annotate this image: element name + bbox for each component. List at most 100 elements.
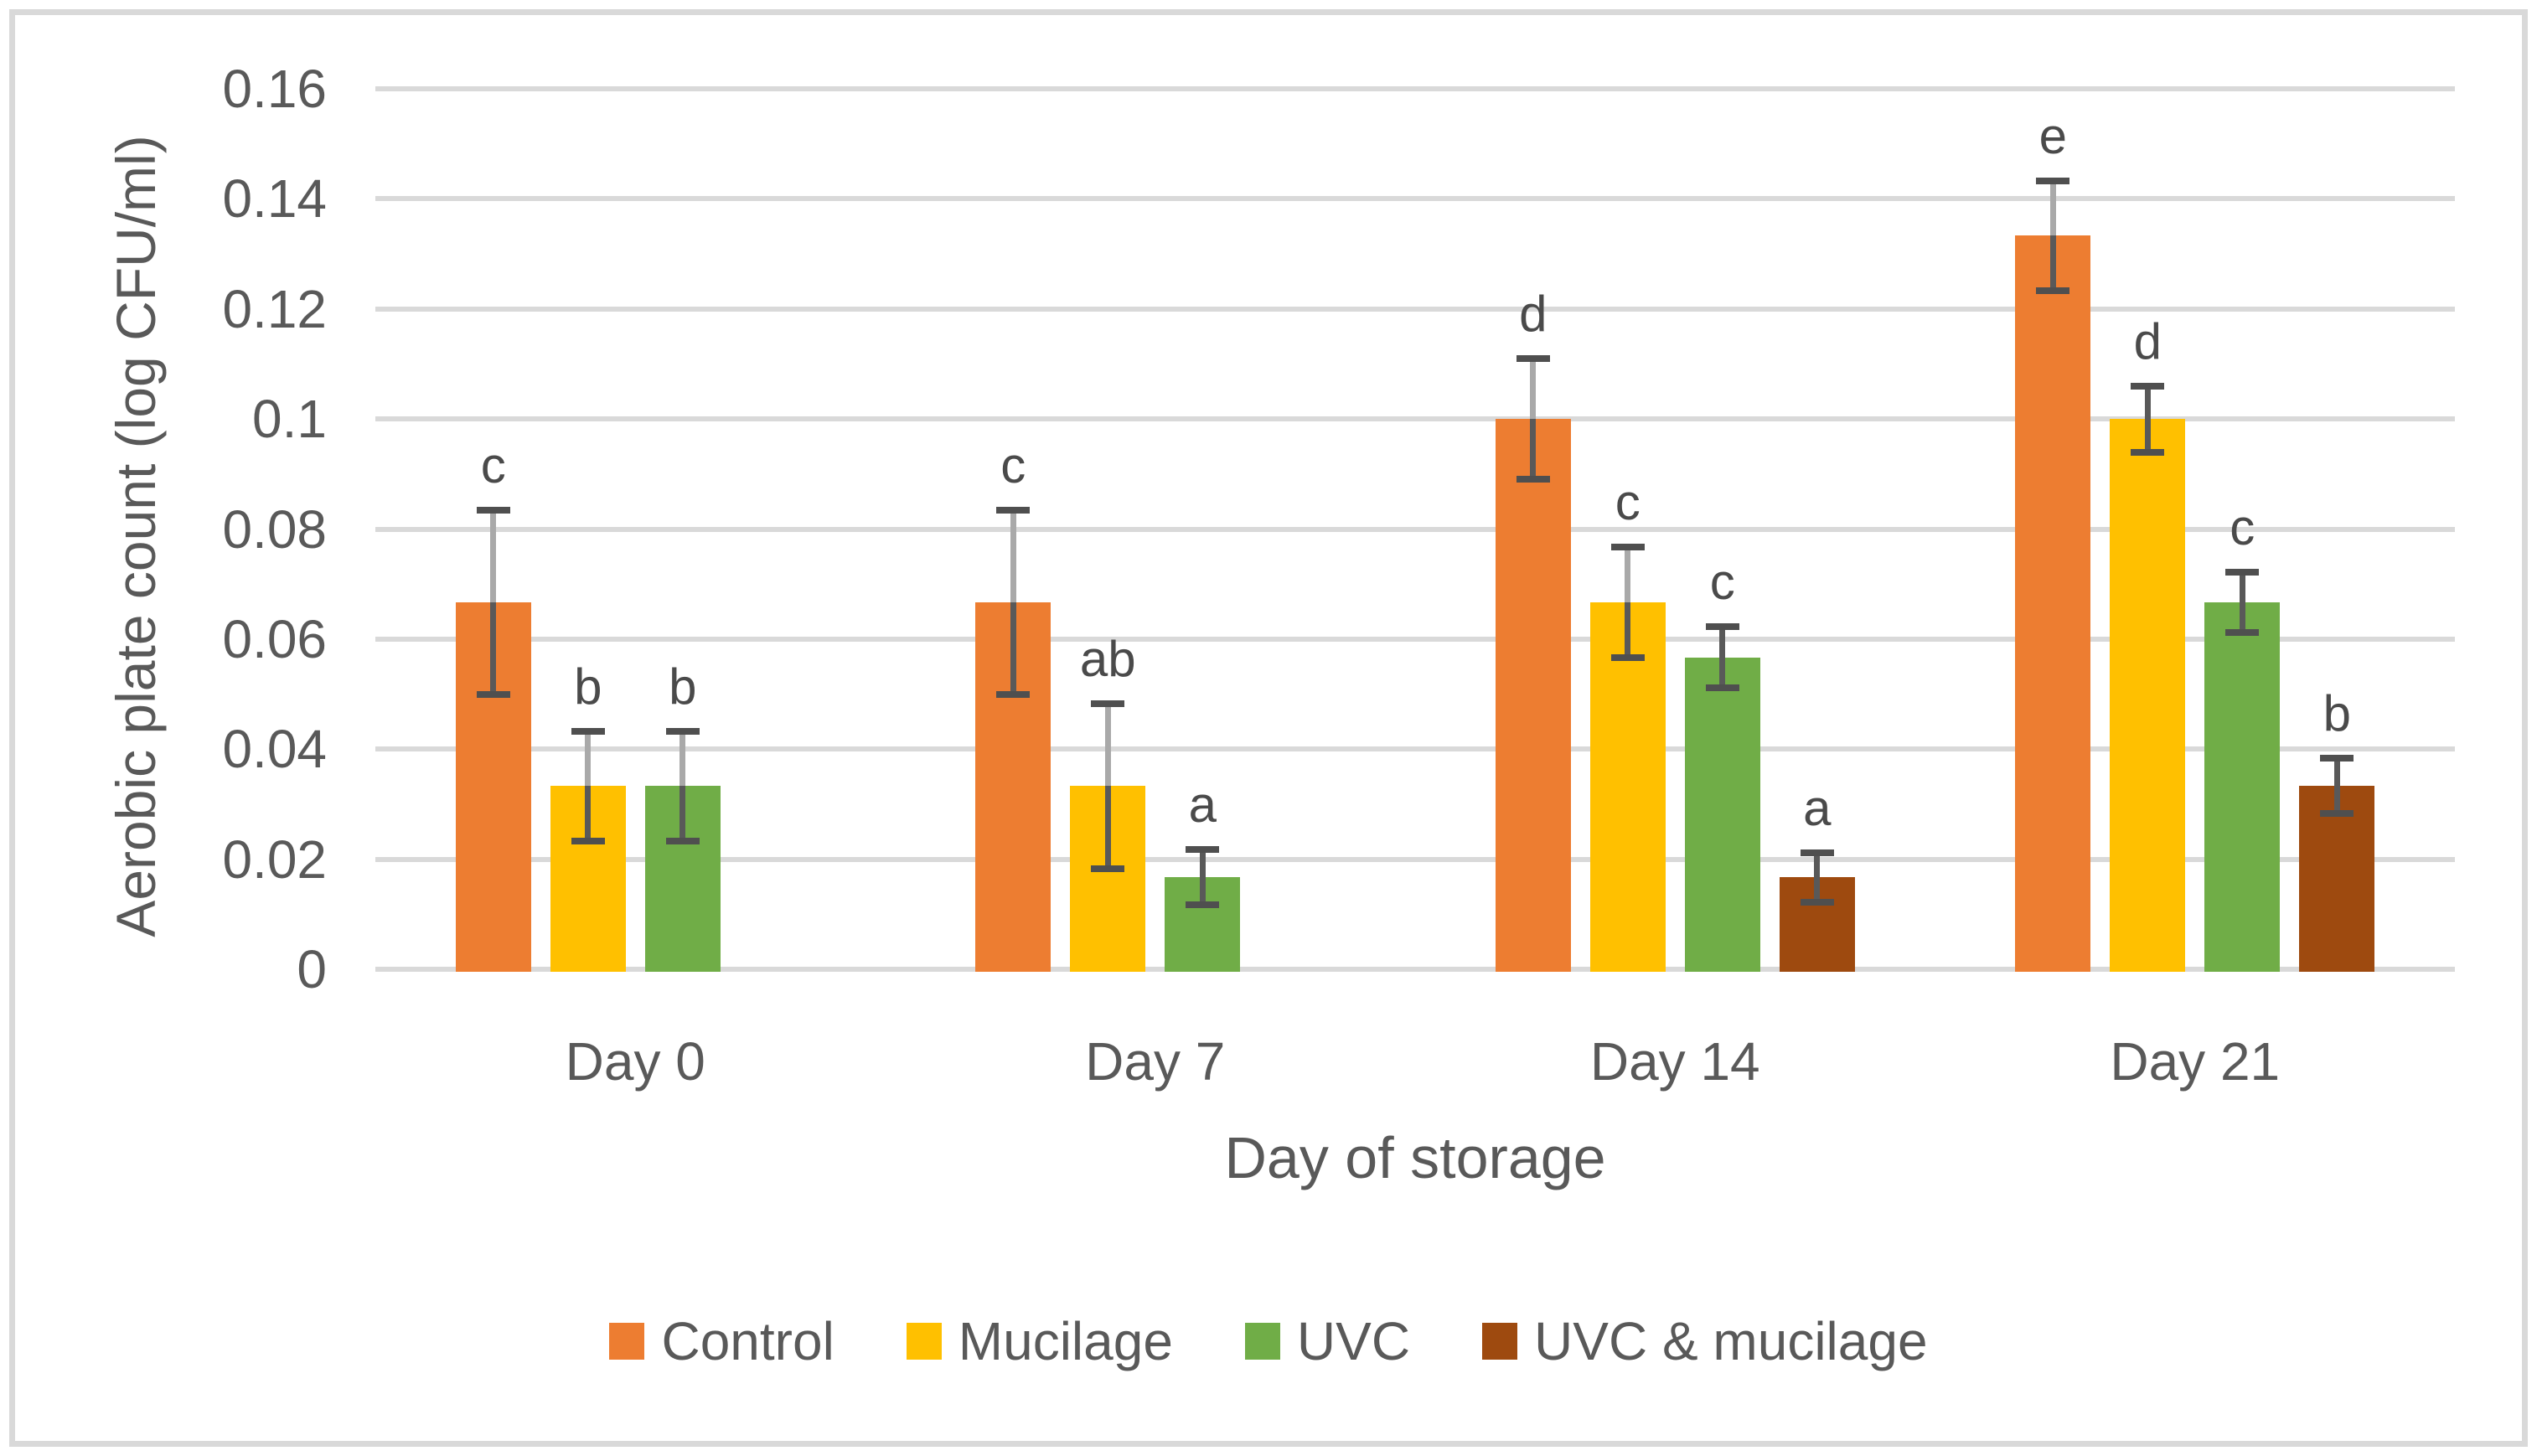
error-bar-cap [1091, 865, 1125, 872]
significance-letter: d [1519, 285, 1548, 342]
error-bar-cap [665, 727, 700, 735]
significance-letter: c [1000, 437, 1026, 494]
error-bar-stem [1625, 602, 1631, 658]
legend-item: Control [609, 1312, 834, 1371]
error-bar-cap [2131, 448, 2165, 456]
legend-label: UVC & mucilage [1534, 1311, 1928, 1371]
error-bar-stem [585, 786, 592, 841]
y-tick-label: 0.06 [222, 608, 327, 669]
bar [2015, 235, 2091, 972]
error-bar-cap [2320, 755, 2354, 762]
error-bar-cap [476, 690, 510, 698]
y-gridline [375, 196, 2455, 202]
y-tick-label: 0.1 [252, 389, 327, 450]
x-axis-title: Day of storage [1224, 1125, 1606, 1190]
error-bar-stem [2333, 758, 2340, 787]
error-bar-cap [1091, 700, 1125, 707]
x-tick-label: Day 21 [2110, 1031, 2281, 1092]
error-bar-stem [1814, 852, 1821, 878]
error-bar-stem [1010, 510, 1016, 602]
error-bar-cap [1516, 476, 1550, 483]
y-tick-label: 0.12 [222, 278, 327, 339]
legend-label: Mucilage [958, 1311, 1173, 1371]
error-bar-stem [1719, 657, 1726, 688]
significance-letter: d [2133, 312, 2162, 369]
error-bar-stem [2239, 571, 2245, 602]
error-bar-cap [476, 507, 510, 514]
y-tick-label: 0.08 [222, 498, 327, 560]
bar [2110, 419, 2186, 972]
y-tick-label: 0.02 [222, 829, 327, 890]
legend-swatch-icon [609, 1323, 645, 1360]
significance-letter: c [480, 437, 506, 494]
legend-swatch-icon [906, 1323, 942, 1360]
y-tick-label: 0.14 [222, 168, 327, 230]
y-gridline [375, 636, 2455, 642]
y-gridline [375, 86, 2455, 91]
error-bar-stem [1625, 547, 1631, 602]
error-bar-cap [1800, 898, 1834, 906]
significance-letter: b [574, 658, 602, 715]
error-bar-stem [1010, 602, 1016, 694]
error-bar-cap [1186, 901, 1220, 909]
significance-letter: e [2038, 107, 2067, 164]
error-bar-stem [679, 731, 686, 787]
legend-item: Mucilage [906, 1311, 1173, 1371]
significance-letter: c [1709, 554, 1735, 611]
legend-swatch-icon [1482, 1323, 1518, 1360]
bar [1589, 602, 1666, 972]
bar [1495, 419, 1571, 972]
x-tick-label: Day 7 [1085, 1031, 1226, 1092]
y-gridline [375, 306, 2455, 312]
significance-letter: a [1188, 777, 1217, 834]
error-bar-stem [1814, 877, 1821, 902]
error-bar-cap [2320, 810, 2354, 818]
error-bar-stem [585, 731, 592, 787]
significance-letter: c [1615, 474, 1641, 531]
error-bar-stem [2144, 419, 2151, 452]
error-bar-cap [1186, 846, 1220, 854]
error-bar-stem [1104, 786, 1111, 869]
y-gridline [375, 526, 2455, 532]
error-bar-stem [1530, 358, 1537, 420]
error-bar-cap [1705, 684, 1739, 691]
legend-label: Control [661, 1311, 834, 1371]
error-bar-cap [1516, 354, 1550, 362]
error-bar-cap [2225, 568, 2260, 576]
y-gridline [375, 416, 2455, 422]
error-bar-cap [2131, 382, 2165, 390]
error-bar-stem [1104, 703, 1111, 787]
error-bar-stem [490, 602, 497, 694]
error-bar-stem [2239, 602, 2245, 632]
error-bar-cap [996, 690, 1031, 698]
error-bar-stem [1530, 419, 1537, 480]
bar [1684, 657, 1760, 972]
error-bar-cap [1610, 544, 1645, 551]
error-bar-cap [996, 507, 1031, 514]
legend-item: UVC & mucilage [1482, 1312, 1928, 1371]
y-gridline [375, 856, 2455, 862]
chart-legend: Control Mucilage UVC UVC & mucilage [0, 1312, 2537, 1371]
bar [2204, 602, 2281, 972]
significance-letter: a [1803, 779, 1832, 836]
error-bar-stem [1199, 849, 1206, 878]
error-bar-cap [2225, 628, 2260, 636]
error-bar-stem [679, 786, 686, 841]
legend-swatch-icon [1244, 1323, 1280, 1360]
legend-label: UVC [1296, 1311, 1411, 1371]
y-gridline [375, 967, 2455, 972]
error-bar-stem [1719, 627, 1726, 658]
error-bar-stem [1199, 877, 1206, 906]
error-bar-stem [2333, 786, 2340, 814]
bar [2299, 786, 2375, 972]
legend-item: UVC [1244, 1311, 1411, 1371]
significance-letter: c [2230, 498, 2255, 555]
error-bar-cap [571, 837, 605, 844]
significance-letter: ab [1079, 630, 1136, 687]
chart-border [9, 9, 2528, 1447]
error-bar-cap [1610, 653, 1645, 661]
error-bar-cap [571, 727, 605, 735]
y-tick-label: 0.16 [222, 59, 327, 119]
error-bar-stem [2049, 180, 2056, 236]
